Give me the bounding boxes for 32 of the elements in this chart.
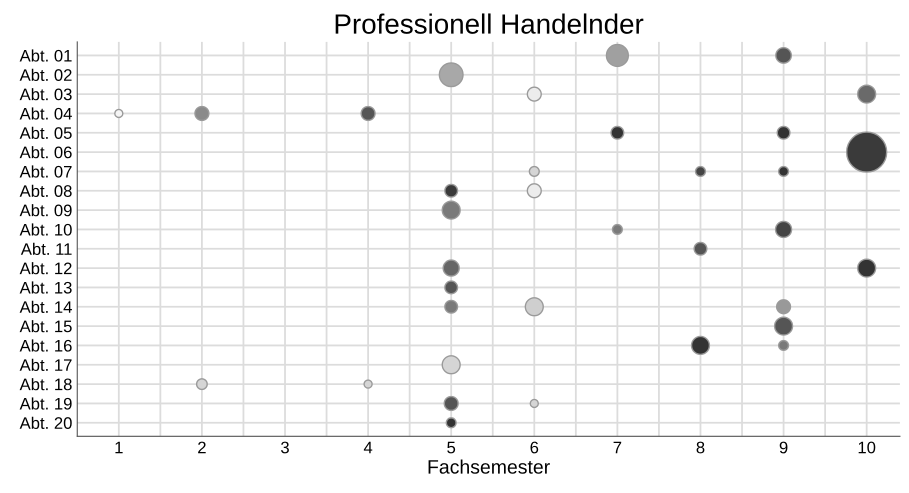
x-tick-label: 4	[364, 442, 372, 454]
x-tick-label: 10	[858, 442, 876, 454]
y-tick-label: Abt. 20	[20, 416, 72, 429]
y-tick-label: Abt. 06	[20, 146, 72, 158]
y-tick-label: Abt. 18	[20, 378, 72, 390]
y-tick-label: Abt. 10	[20, 223, 72, 236]
y-tick-label: Abt. 19	[20, 397, 72, 410]
y-tick-label: Abt. 16	[20, 339, 72, 352]
x-tick-label: 5	[447, 442, 456, 454]
y-tick-label: Abt. 09	[20, 204, 72, 216]
x-tick-label: 8	[696, 442, 704, 454]
y-tick-label: Abt. 01	[20, 49, 72, 62]
y-tick-label: Abt. 03	[20, 88, 72, 100]
y-tick-label: Abt. 15	[20, 320, 72, 332]
y-tick-label: Abt. 12	[20, 262, 72, 274]
x-tick-label: 9	[780, 442, 788, 454]
x-axis-title: Fachsemester	[428, 459, 550, 474]
y-tick-label: Abt. 13	[20, 281, 72, 294]
y-tick-label: Abt. 11	[20, 242, 72, 255]
y-tick-label: Abt. 02	[20, 68, 72, 81]
y-tick-label: Abt. 17	[20, 358, 72, 371]
chart-title: Professionell Handelnder	[336, 13, 644, 34]
y-tick-label: Abt. 05	[20, 126, 72, 139]
y-tick-label: Abt. 08	[20, 184, 72, 197]
y-tick-label: Abt. 04	[20, 107, 72, 120]
y-tick-label: Abt. 14	[20, 300, 72, 313]
x-tick-label: 6	[530, 442, 538, 454]
x-tick-label: 2	[198, 442, 206, 454]
x-tick-label: 3	[281, 442, 289, 454]
y-tick-label: Abt. 07	[20, 165, 72, 178]
x-tick-label: 1	[115, 442, 123, 454]
x-tick-label: 7	[614, 442, 622, 454]
